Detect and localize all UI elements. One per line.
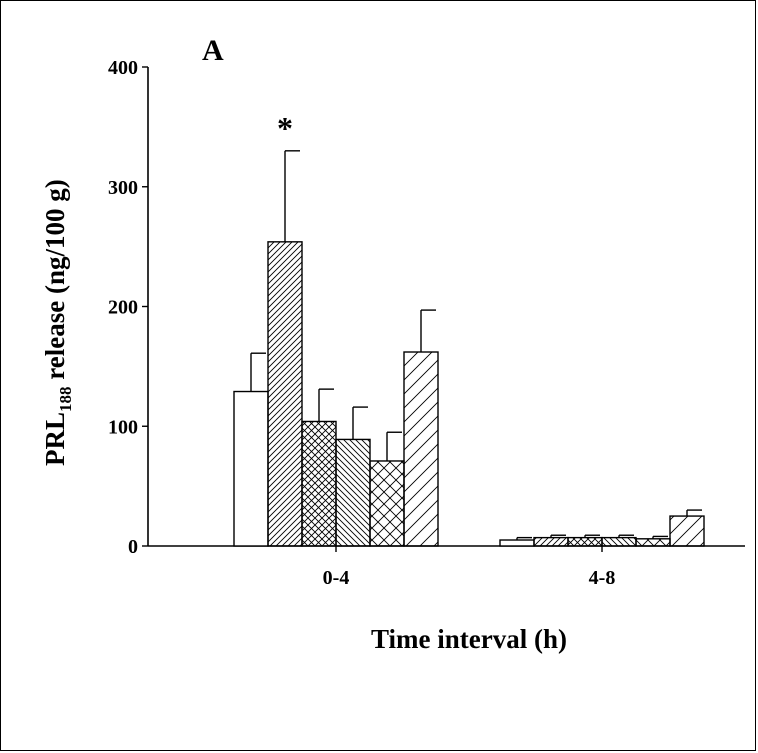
y-tick-label: 100 xyxy=(108,416,138,438)
bar xyxy=(669,515,705,547)
bar xyxy=(635,538,671,547)
bar xyxy=(601,536,637,547)
y-axis-label: PRL188 release (ng/100 g) xyxy=(40,179,75,466)
significance-annotation: * xyxy=(277,110,293,146)
y-tick-label: 400 xyxy=(108,57,138,79)
bar xyxy=(267,241,303,547)
y-tick-label: 200 xyxy=(108,297,138,319)
x-axis-label: Time interval (h) xyxy=(371,624,567,654)
x-tick-label: 0-4 xyxy=(323,567,350,589)
y-axis-label-prefix: PRL xyxy=(40,412,70,466)
bar xyxy=(335,438,371,547)
bar xyxy=(533,536,569,547)
bar xyxy=(369,460,405,547)
x-tick-label: 4-8 xyxy=(589,567,616,589)
y-tick-label: 0 xyxy=(128,536,138,558)
y-axis-label-suffix: release (ng/100 g) xyxy=(40,179,70,386)
panel-label: A xyxy=(202,34,224,67)
bar xyxy=(499,539,535,547)
y-axis-label-subscript: 188 xyxy=(56,387,75,413)
y-tick-label: 300 xyxy=(108,177,138,199)
bar xyxy=(301,420,337,547)
bars: * xyxy=(233,110,705,547)
bar xyxy=(403,351,439,547)
bar xyxy=(567,536,603,547)
bar xyxy=(233,390,269,547)
